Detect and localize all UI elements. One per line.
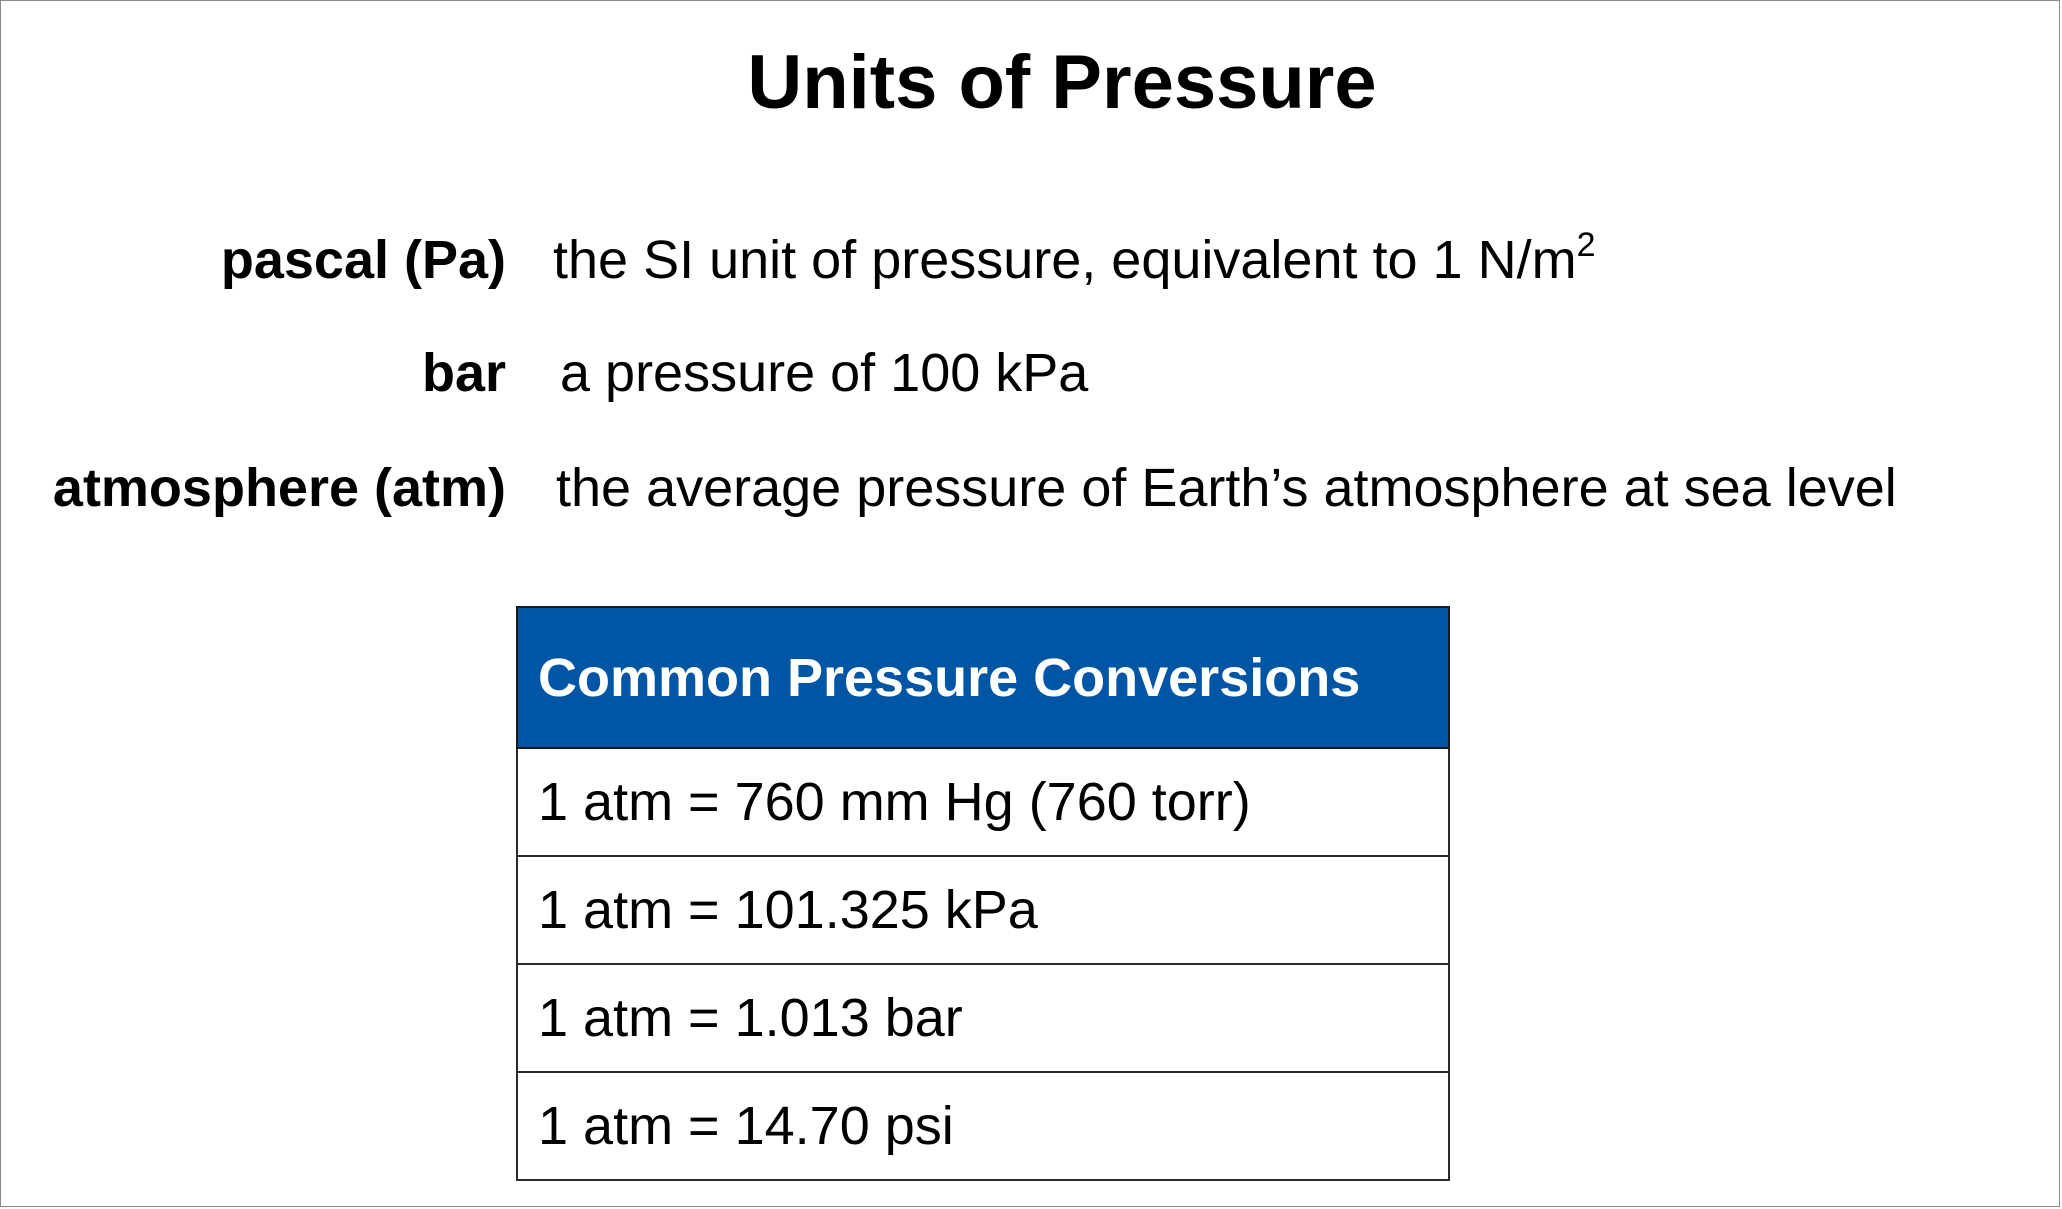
table-header: Common Pressure Conversions (516, 606, 1450, 749)
table-header-row: Common Pressure Conversions (516, 606, 1450, 749)
table-cell: 1 atm = 101.325 kPa (516, 855, 1450, 965)
definition-atmosphere: atmosphere (atm) the average pressure of… (0, 453, 2062, 523)
table-cell: 1 atm = 1.013 bar (516, 963, 1450, 1073)
slide-title: Units of Pressure (747, 40, 1377, 125)
conversion-table: Common Pressure Conversions 1 atm = 760 … (516, 606, 1450, 1181)
table-cell: 1 atm = 14.70 psi (516, 1071, 1450, 1181)
definition-bar: bar a pressure of 100 kPa (0, 338, 2062, 408)
definition-pascal: pascal (Pa) the SI unit of pressure, equ… (0, 225, 2062, 295)
description-bar: a pressure of 100 kPa (560, 343, 1089, 403)
table-cell: 1 atm = 760 mm Hg (760 torr) (516, 747, 1450, 857)
superscript-two: 2 (1576, 226, 1596, 264)
description-atmosphere: the average pressure of Earth’s atmosphe… (556, 458, 1897, 518)
term-atmosphere: atmosphere (atm) (52, 458, 506, 518)
table-row: 1 atm = 1.013 bar (516, 963, 1450, 1073)
description-pascal: the SI unit of pressure, equivalent to 1… (553, 225, 1595, 295)
table-row: 1 atm = 14.70 psi (516, 1071, 1450, 1181)
term-bar: bar (421, 343, 506, 403)
term-pascal: pascal (Pa) (220, 230, 506, 290)
table-row: 1 atm = 101.325 kPa (516, 855, 1450, 965)
description-pascal-text: the SI unit of pressure, equivalent to 1… (553, 230, 1577, 290)
table-row: 1 atm = 760 mm Hg (760 torr) (516, 747, 1450, 857)
